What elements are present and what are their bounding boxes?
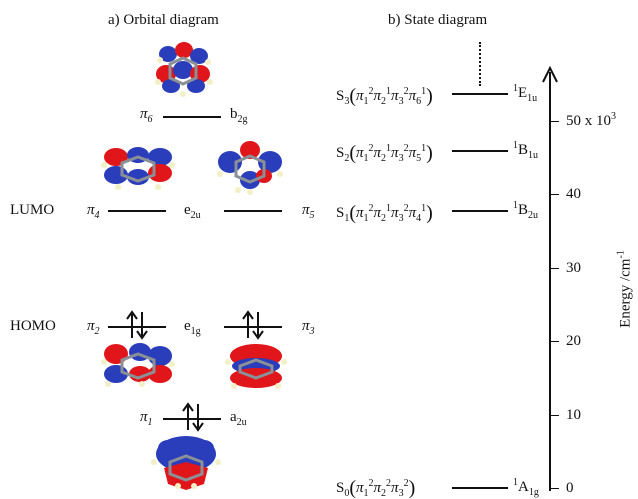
axis-tick	[551, 194, 559, 195]
s3-level	[452, 93, 508, 95]
pi1-label: π1	[140, 409, 153, 428]
pi2-label: π2	[87, 318, 100, 337]
pi1-orbital-image	[151, 436, 221, 490]
b2g-label: b2g	[230, 106, 248, 125]
pi2-level	[108, 326, 166, 328]
s3-continuation-dots	[479, 42, 481, 86]
s0-term-symbol: 1A1g	[513, 477, 539, 498]
state-diagram-title: b) State diagram	[388, 12, 488, 28]
energy-axis-label: Energy /cm-1	[615, 250, 634, 328]
pi4-label: π4	[87, 202, 100, 221]
s2-term-symbol: 1B1u	[513, 140, 539, 161]
axis-tick-label: 50 x 103	[566, 110, 616, 129]
axis-tick-label: 30	[566, 259, 581, 276]
s2-configuration: S2(π12π21π32π51)	[336, 142, 433, 164]
pi3-label: π3	[302, 318, 315, 337]
axis-tick	[551, 414, 559, 416]
axis-tick	[551, 341, 559, 342]
axis-tick	[551, 488, 559, 489]
s1-level	[452, 210, 508, 212]
pi5-label: π5	[302, 202, 315, 221]
s0-level	[452, 487, 508, 489]
axis-tick	[551, 120, 559, 122]
pi4-level	[108, 210, 166, 212]
pi1-electron-pair-arrows	[182, 402, 204, 432]
lumo-label: LUMO	[10, 202, 55, 218]
pi2-orbital-image	[101, 343, 175, 387]
s3-configuration: S3(π12π21π32π61)	[336, 85, 433, 107]
s1-configuration: S1(π12π21π32π41)	[336, 202, 433, 224]
axis-tick-label: 10	[566, 406, 581, 423]
energy-axis	[542, 66, 558, 491]
s3-term-symbol: 1E1u	[513, 83, 538, 104]
pi6-label: π6	[140, 106, 153, 125]
pi4-orbital-image	[101, 147, 175, 190]
pi5-orbital-image	[217, 141, 283, 195]
pi1-level	[163, 418, 221, 420]
pi2-electron-pair-arrows	[126, 310, 148, 340]
s1-term-symbol: 1B2u	[513, 200, 539, 221]
s2-level	[452, 150, 508, 152]
axis-tick	[551, 267, 559, 269]
orbital-diagram-title: a) Orbital diagram	[108, 12, 219, 28]
a2u-label: a2u	[230, 409, 247, 428]
s0-configuration: S0(π12π22π32)	[336, 477, 416, 499]
e1g-label: e1g	[184, 318, 201, 337]
pi6-level	[163, 116, 221, 118]
homo-label: HOMO	[10, 318, 56, 334]
pi3-level	[224, 326, 282, 328]
axis-tick-label: 0	[566, 480, 574, 496]
pi5-level	[224, 210, 282, 212]
e2u-label: e2u	[184, 202, 201, 221]
pi6-orbital-image	[155, 42, 213, 97]
axis-tick-label: 20	[566, 333, 581, 349]
axis-tick-label: 40	[566, 186, 581, 202]
pi3-orbital-image	[225, 344, 287, 389]
pi3-electron-pair-arrows	[242, 310, 264, 340]
